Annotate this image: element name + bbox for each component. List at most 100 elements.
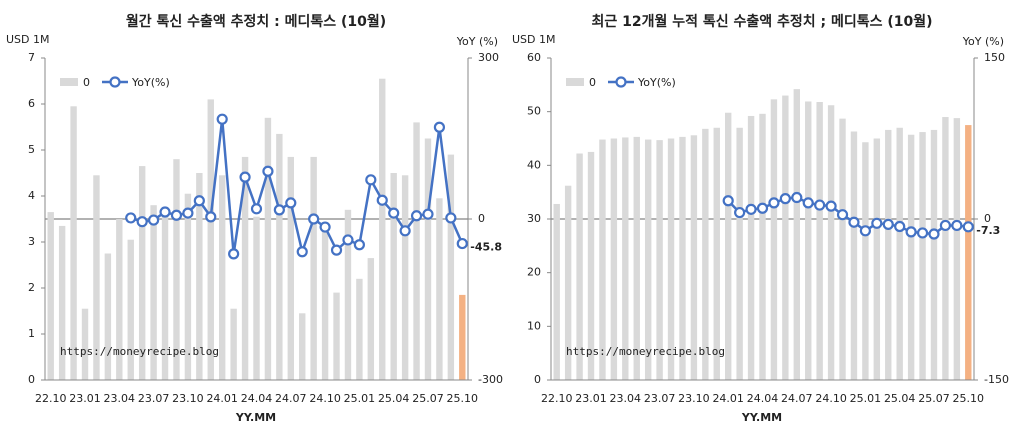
line-point [353,239,365,251]
x-tick-label: 23.01 [69,392,101,405]
bar [241,156,249,380]
legend-marker [109,76,121,88]
x-tick-label: 24.01 [712,392,744,405]
x-tick-label: 23.10 [678,392,710,405]
bar [782,95,789,381]
bar [576,153,583,380]
bar [321,228,329,380]
bar [896,127,903,381]
bar [424,138,432,380]
bar [447,154,455,380]
y-tick-label: 10 [527,319,541,332]
legend-swatch [60,78,78,86]
y2-tick-label: 0 [984,212,991,225]
bar [413,122,420,381]
x-tick-label: 23.04 [610,392,642,405]
line-point [422,208,434,220]
line-point [825,200,837,212]
bar [873,138,881,380]
bar [930,129,938,380]
bar [93,175,100,380]
bar [299,313,306,380]
x-tick-label: 24.04 [241,392,273,405]
line-point [836,209,849,221]
bar [953,118,961,381]
y-tick-label: 6 [28,97,35,110]
chart: 최근 12개월 누적 톡신 수출액 추정치 ; 메디톡스 (10월) USD 1M… [512,13,1009,424]
bar [196,173,203,380]
line-point [205,211,217,223]
line-point [239,171,251,183]
line-point [148,214,160,226]
y2-axis-label: YoY (%) [962,35,1004,48]
x-tick-label: 24.04 [747,392,779,405]
legend-label: 0 [83,76,90,89]
line-point [745,203,757,215]
line-point [159,206,171,218]
bar [793,89,800,381]
bar [81,308,89,380]
line-point [262,165,274,177]
line-point [928,228,940,240]
bar [725,112,732,381]
bar [770,99,778,380]
bar [862,142,869,380]
line-point [814,199,826,211]
line-point [228,248,240,260]
y-tick-label: 4 [28,189,35,202]
bar [253,216,260,380]
bar [276,133,283,380]
bar [333,292,340,380]
bar [633,136,640,380]
data-label: -7.3 [976,224,1000,237]
y-tick-label: 3 [28,235,35,248]
legend-swatch [566,78,584,86]
bar [747,115,755,381]
line [727,196,969,236]
line-point [285,197,297,209]
line-point [871,217,883,229]
chart-title: 최근 12개월 누적 톡신 수출액 추정치 ; 메디톡스 (10월) [591,13,932,30]
x-tick-label: 24.10 [309,392,341,405]
bar [667,138,675,380]
line-point [296,246,308,258]
x-tick-label: 25.07 [412,392,444,405]
line-point [962,221,974,233]
bar [436,198,443,380]
bar [379,78,386,380]
bar [656,140,663,380]
x-axis-label: YY.MM [741,411,782,424]
line-point [734,206,746,219]
x-tick-label: 24.01 [206,392,238,405]
line-point [756,202,769,214]
bar [816,102,823,381]
y2-tick-label: -150 [984,373,1009,386]
bar [104,253,112,380]
line-point [791,191,803,204]
line [130,119,464,257]
y2-tick-label: 0 [478,212,485,225]
bar [622,137,629,380]
line-point [916,227,929,239]
y-axis-label: USD 1M [512,33,556,46]
line-point [125,212,137,224]
legend-marker [615,76,627,88]
x-tick-label: 25.10 [447,392,479,405]
x-tick-label: 23.04 [104,392,136,405]
annotation: https://moneyrecipe.blog [566,345,725,358]
bar [390,173,397,380]
line-point [182,207,194,219]
y2-axis-label: YoY (%) [456,35,498,48]
y2-tick-label: -300 [478,373,503,386]
x-tick-label: 24.07 [275,392,307,405]
bar [553,203,560,380]
bar [356,278,363,380]
bar [219,175,226,380]
bar [150,205,157,380]
bar [587,151,595,380]
line-point [216,113,228,125]
bar [138,166,146,380]
line-point [859,225,871,237]
bar [610,138,618,380]
